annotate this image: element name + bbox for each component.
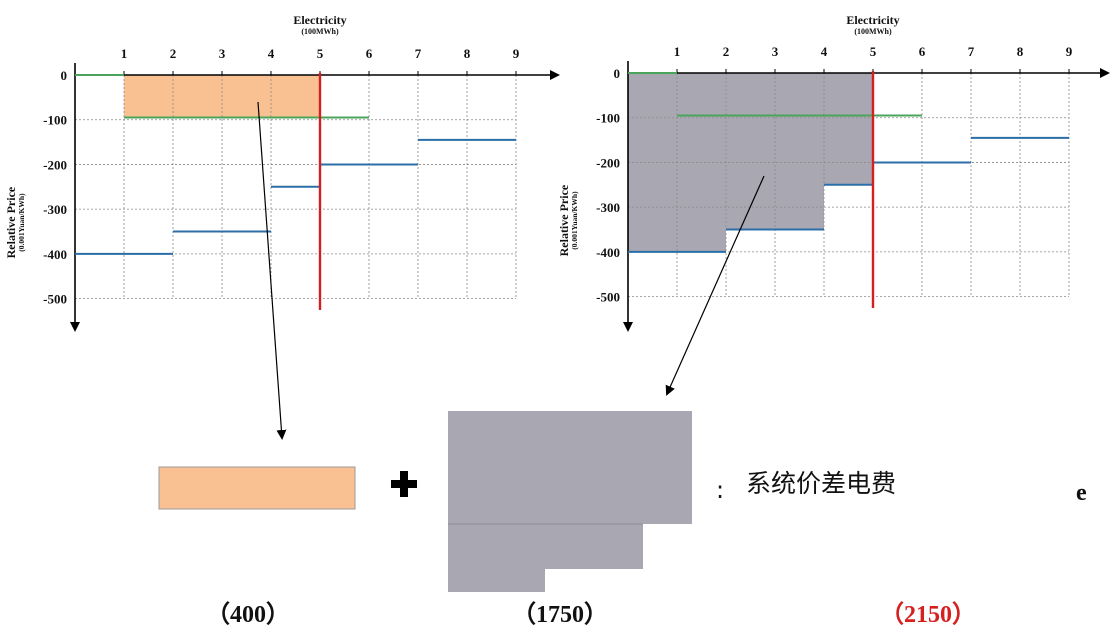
x-tick-label: 4 [821, 44, 828, 59]
gray-area-part-middle [448, 524, 643, 569]
x-axis-unit: (100MWh) [301, 27, 339, 36]
legend-colon: : [716, 476, 724, 504]
x-axis-title: Electricity [293, 13, 346, 27]
y-tick-label: -100 [43, 113, 67, 128]
x-tick-label: 5 [317, 46, 324, 61]
x-tick-label: 8 [464, 46, 471, 61]
caption-gray-value: （1750） [512, 601, 608, 628]
arrow-left-to-orange [257, 101, 287, 440]
y-tick-label: -500 [43, 292, 67, 307]
gray-area-part-upper [448, 411, 692, 524]
orange-area-block [158, 466, 356, 510]
x-tick-label: 2 [723, 44, 730, 59]
caption-total-value: （2150） [880, 601, 976, 628]
y-tick-label: -400 [43, 247, 67, 262]
x-tick-label: 3 [219, 46, 226, 61]
x-tick-label: 2 [170, 46, 177, 61]
x-tick-label: 7 [415, 46, 422, 61]
plus-icon [391, 471, 417, 497]
legend-text: 系统价差电费 [746, 469, 896, 498]
x-tick-label: 1 [121, 46, 128, 61]
x-axis-unit: (100MWh) [854, 27, 892, 36]
x-tick-label: 9 [1066, 44, 1073, 59]
gray-area-block [448, 411, 692, 592]
chart-right: 1 2 3 4 5 6 7 8 9 0 -100 -200 -300 -400 -500 Electricit… [557, 13, 1110, 332]
y-tick-label: 0 [614, 66, 621, 81]
x-tick-label: 6 [366, 46, 373, 61]
caption-orange-value: （400） [206, 601, 290, 628]
x-tick-label: 6 [919, 44, 926, 59]
x-tick-label: 4 [268, 46, 275, 61]
y-axis-title-group: Relative Price (0.001Yuan/KWh) [4, 186, 26, 258]
y-tick-label: -300 [43, 202, 67, 217]
y-axis-unit: (0.001Yuan/KWh) [570, 191, 579, 250]
y-tick-label: -300 [596, 200, 620, 215]
y-tick-label: -400 [596, 245, 620, 260]
legend-suffix: e [1076, 480, 1087, 506]
y-tick-label: 0 [61, 68, 68, 83]
gray-area-part-lower [448, 569, 545, 592]
y-tick-label: -200 [596, 155, 620, 170]
x-tick-label: 1 [674, 44, 681, 59]
y-tick-label: -100 [596, 111, 620, 126]
y-tick-label: -200 [43, 157, 67, 172]
x-tick-label: 3 [772, 44, 779, 59]
x-tick-label: 7 [968, 44, 975, 59]
arrow-right-to-gray [665, 175, 765, 396]
y-axis-title: Relative Price [4, 186, 18, 258]
y-axis-unit: (0.001Yuan/KWh) [17, 193, 26, 252]
y-axis-title-group: Relative Price (0.001Yuan/KWh) [557, 184, 579, 256]
chart-left: 1 2 3 4 5 6 7 8 9 0 -100 -200 -300 -400 -500 Electricit… [4, 13, 560, 332]
x-tick-label: 8 [1017, 44, 1024, 59]
x-tick-label: 5 [870, 44, 877, 59]
x-tick-label: 9 [513, 46, 520, 61]
y-tick-label: -500 [596, 290, 620, 305]
x-axis-title: Electricity [846, 13, 899, 27]
y-axis-title: Relative Price [557, 184, 571, 256]
